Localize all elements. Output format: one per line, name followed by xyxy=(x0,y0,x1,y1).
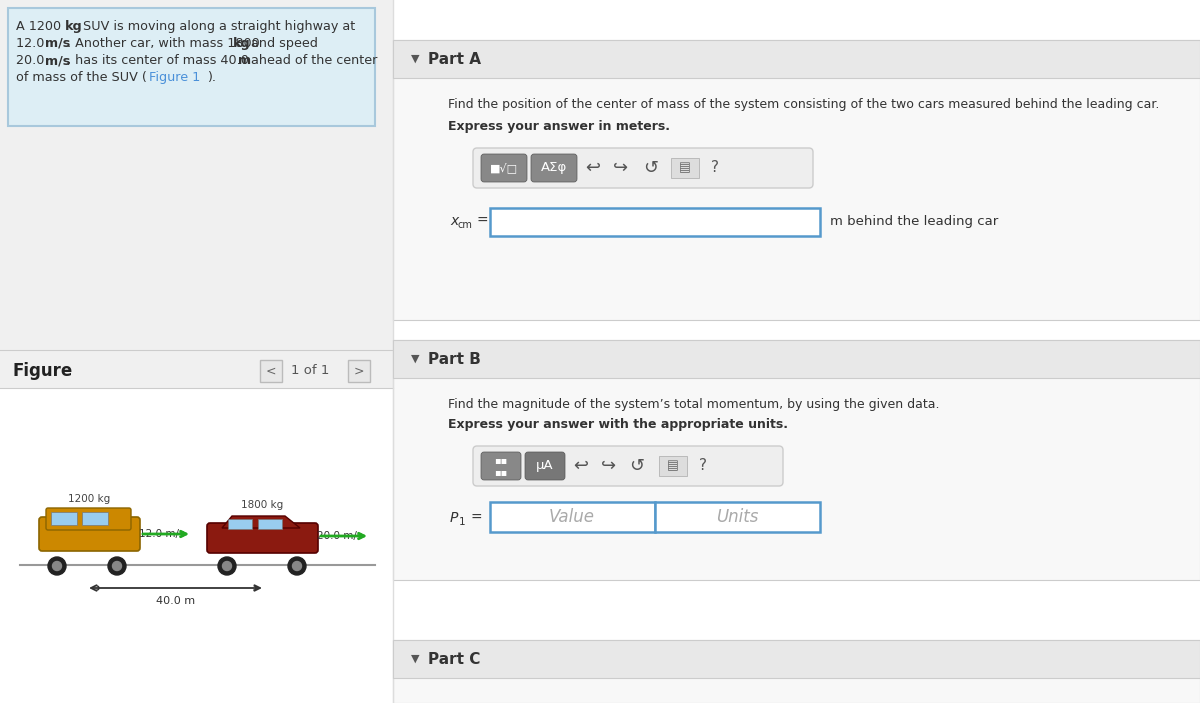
Text: ?: ? xyxy=(698,458,707,474)
Text: 1: 1 xyxy=(458,517,466,527)
Text: ↪: ↪ xyxy=(613,159,629,177)
Bar xyxy=(258,519,282,529)
Text: m behind the leading car: m behind the leading car xyxy=(830,214,998,228)
Bar xyxy=(228,519,252,529)
Text: m: m xyxy=(238,54,251,67)
Bar xyxy=(8,8,374,126)
Text: Units: Units xyxy=(716,508,758,526)
Text: μA: μA xyxy=(536,460,554,472)
Circle shape xyxy=(288,557,306,575)
Bar xyxy=(394,340,1200,378)
Bar xyxy=(50,512,77,525)
Text: Part B: Part B xyxy=(428,352,481,366)
Text: Figure: Figure xyxy=(12,362,72,380)
Text: Value: Value xyxy=(550,508,595,526)
Text: Figure 1: Figure 1 xyxy=(149,71,200,84)
FancyBboxPatch shape xyxy=(526,452,565,480)
Text: A 1200: A 1200 xyxy=(16,20,65,33)
Bar xyxy=(671,158,698,178)
Text: ■√□: ■√□ xyxy=(490,162,518,174)
Text: 1200 kg: 1200 kg xyxy=(68,494,110,504)
Text: SUV is moving along a straight highway at: SUV is moving along a straight highway a… xyxy=(79,20,355,33)
Text: 12.0: 12.0 xyxy=(16,37,48,50)
Text: Express your answer with the appropriate units.: Express your answer with the appropriate… xyxy=(448,418,788,431)
Text: ↩: ↩ xyxy=(586,159,600,177)
Text: =: = xyxy=(476,214,487,228)
Text: ahead of the center: ahead of the center xyxy=(247,54,377,67)
FancyBboxPatch shape xyxy=(473,446,784,486)
FancyBboxPatch shape xyxy=(530,154,577,182)
Text: . Another car, with mass 1800: . Another car, with mass 1800 xyxy=(67,37,264,50)
FancyBboxPatch shape xyxy=(38,517,140,551)
Text: m/s: m/s xyxy=(46,37,71,50)
Bar xyxy=(490,208,820,236)
Text: of mass of the SUV (: of mass of the SUV ( xyxy=(16,71,146,84)
Text: x: x xyxy=(450,214,458,228)
Text: ↺: ↺ xyxy=(630,457,644,475)
Text: ▪▪
▪▪: ▪▪ ▪▪ xyxy=(494,456,508,477)
Text: ▼: ▼ xyxy=(410,54,420,64)
Text: kg: kg xyxy=(233,37,251,50)
Bar xyxy=(394,0,1200,703)
Bar xyxy=(0,388,394,703)
Text: ▼: ▼ xyxy=(410,654,420,664)
Text: 12.0 m/s: 12.0 m/s xyxy=(139,529,185,539)
Text: <: < xyxy=(265,364,276,378)
Text: ▼: ▼ xyxy=(410,354,420,364)
Bar xyxy=(348,360,370,382)
Circle shape xyxy=(113,562,121,571)
Circle shape xyxy=(222,562,232,571)
Text: m/s: m/s xyxy=(46,54,71,67)
Text: ΑΣφ: ΑΣφ xyxy=(541,162,568,174)
Bar xyxy=(490,502,655,532)
Text: 20.0 m/s: 20.0 m/s xyxy=(317,531,362,541)
Bar xyxy=(659,456,686,476)
Bar xyxy=(394,340,1200,580)
Text: >: > xyxy=(354,364,365,378)
Text: Express your answer in meters.: Express your answer in meters. xyxy=(448,120,670,133)
Bar xyxy=(260,360,282,382)
Circle shape xyxy=(218,557,236,575)
Polygon shape xyxy=(222,516,300,528)
Text: P: P xyxy=(450,511,458,525)
Text: ↪: ↪ xyxy=(601,457,617,475)
Circle shape xyxy=(108,557,126,575)
FancyBboxPatch shape xyxy=(473,148,814,188)
Text: ▤: ▤ xyxy=(667,460,679,472)
Bar xyxy=(0,0,394,703)
Text: ↺: ↺ xyxy=(643,159,659,177)
Bar xyxy=(394,40,1200,320)
Text: cm: cm xyxy=(458,220,473,230)
Text: =: = xyxy=(470,511,482,525)
Text: ▤: ▤ xyxy=(679,162,691,174)
Text: 20.0: 20.0 xyxy=(16,54,48,67)
Bar xyxy=(394,640,1200,678)
Text: ?: ? xyxy=(710,160,719,176)
Bar xyxy=(82,512,108,525)
Text: Part A: Part A xyxy=(428,51,481,67)
FancyBboxPatch shape xyxy=(46,508,131,530)
Bar xyxy=(655,502,820,532)
Text: Find the magnitude of the system’s total momentum, by using the given data.: Find the magnitude of the system’s total… xyxy=(448,398,940,411)
Text: Part C: Part C xyxy=(428,652,480,666)
Text: ↩: ↩ xyxy=(574,457,588,475)
Text: and speed: and speed xyxy=(247,37,318,50)
Text: kg: kg xyxy=(65,20,83,33)
Bar xyxy=(394,40,1200,78)
FancyBboxPatch shape xyxy=(208,523,318,553)
Bar xyxy=(394,640,1200,703)
Text: 1 of 1: 1 of 1 xyxy=(290,364,329,378)
Text: 40.0 m: 40.0 m xyxy=(156,596,196,606)
Text: 1800 kg: 1800 kg xyxy=(241,500,283,510)
FancyBboxPatch shape xyxy=(481,154,527,182)
Circle shape xyxy=(53,562,61,571)
Text: ).: ). xyxy=(208,71,216,84)
Text: Find the position of the center of mass of the system consisting of the two cars: Find the position of the center of mass … xyxy=(448,98,1159,111)
FancyBboxPatch shape xyxy=(481,452,521,480)
Text: , has its center of mass 40.0: , has its center of mass 40.0 xyxy=(67,54,253,67)
Circle shape xyxy=(293,562,301,571)
Circle shape xyxy=(48,557,66,575)
